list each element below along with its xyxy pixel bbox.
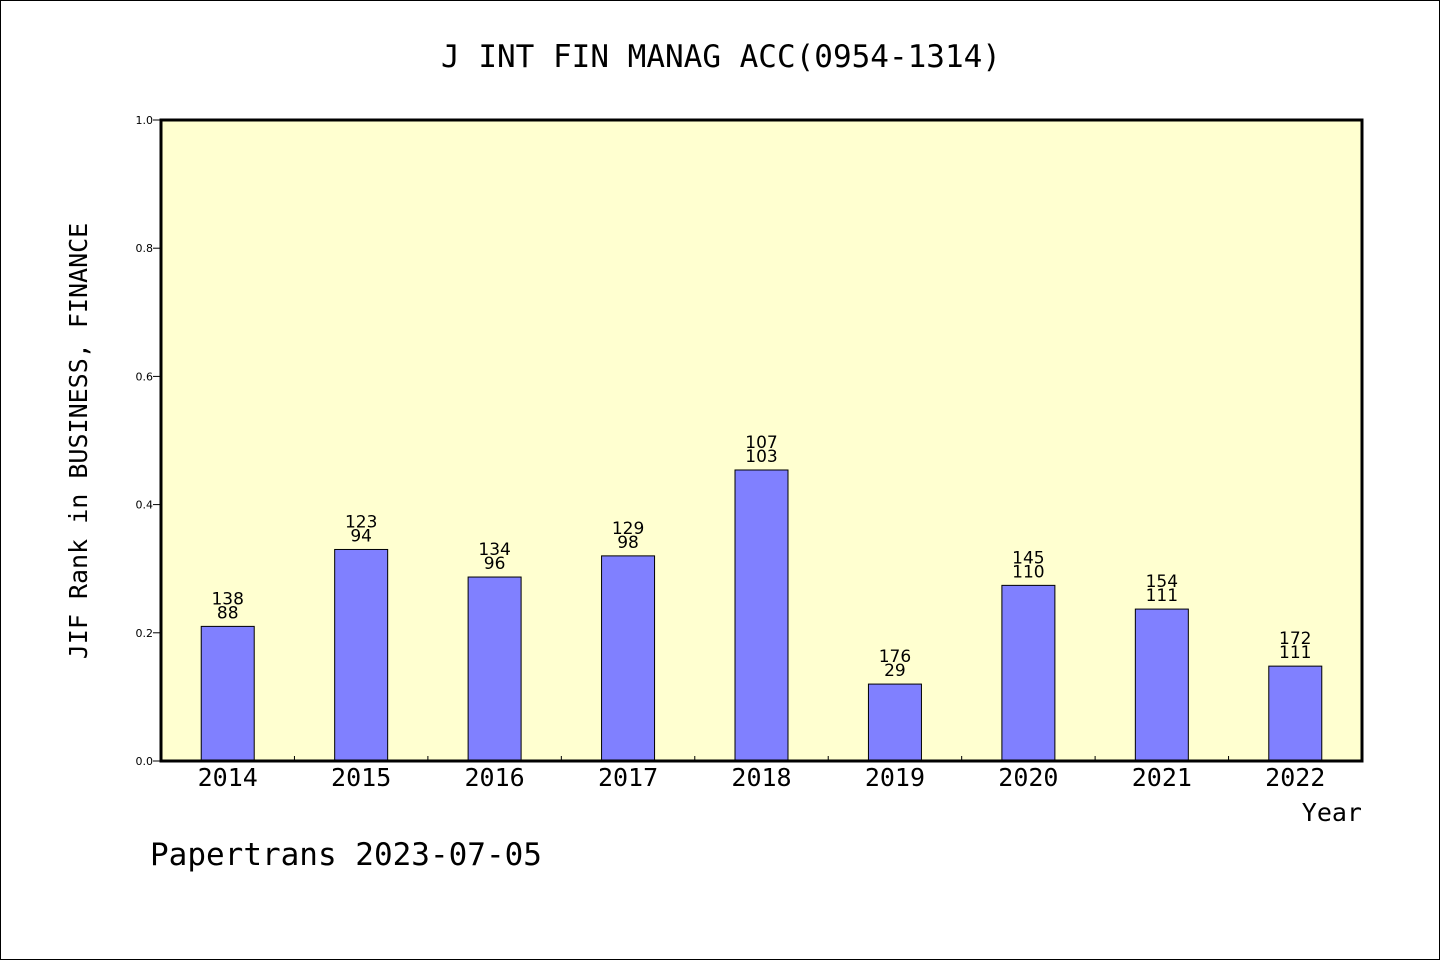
y-axis-label: JIF Rank in BUSINESS, FINANCE [64,223,93,660]
bar-2016 [467,576,522,762]
bar-total-label: 172 [1279,629,1311,649]
bar-2020 [1001,584,1056,762]
bar-rank-label: 111 [1279,643,1311,663]
bar-rank-label: 96 [484,554,506,574]
bar-2018 [734,469,789,762]
bar-rank-label: 94 [350,526,372,546]
bar-rank-label: 98 [617,533,639,553]
bar-2019 [867,683,922,762]
bar-2015 [334,548,389,762]
bar-total-label: 129 [612,519,644,539]
bar-total-label: 107 [745,433,777,453]
y-tick-label: 0.4 [136,499,154,512]
x-tick-label-2016: 2016 [465,763,525,792]
bar-total-label: 123 [345,512,377,532]
bar-2017 [601,555,656,762]
bar-rank-label: 103 [745,447,777,467]
bar-rank-label: 29 [884,661,906,681]
x-tick-label-2020: 2020 [998,763,1058,792]
y-tick-label: 0.8 [136,242,154,255]
bar-total-label: 154 [1146,572,1178,592]
y-tick-label: 1.0 [136,114,154,127]
x-axis-label: Year [1302,798,1362,827]
plot-border [159,118,1364,763]
y-tick-label: 0.2 [136,627,154,640]
bar-rank-label: 111 [1146,586,1178,606]
y-axis-ticks: 0.0 0.2 0.4 0.6 0.8 1.0 [136,114,161,768]
bar-total-label: 145 [1012,548,1044,568]
x-tick-label-2017: 2017 [598,763,658,792]
x-tick-label-2019: 2019 [865,763,925,792]
footer-source-date: Papertrans 2023-07-05 [150,837,542,873]
x-tick-label-2021: 2021 [1132,763,1192,792]
bar-2021 [1134,608,1189,762]
x-axis-ticks: 2014 2015 2016 2017 2018 2019 2020 2021 2022 [198,756,1325,792]
y-tick-label: 0.0 [136,755,154,768]
bar-rank-label: 88 [217,603,239,623]
bar-rank-label: 110 [1012,562,1044,582]
bar-total-label: 138 [211,589,243,609]
bar-total-label: 176 [879,647,911,667]
x-tick-label-2014: 2014 [198,763,258,792]
x-tick-label-2015: 2015 [331,763,391,792]
chart-title: J INT FIN MANAG ACC(0954-1314) [441,39,1001,75]
y-tick-label: 0.6 [136,370,154,383]
bar-2014 [200,625,255,762]
x-tick-label-2018: 2018 [731,763,791,792]
bar-2022 [1268,665,1323,762]
x-tick-label-2022: 2022 [1265,763,1325,792]
bar-total-label: 134 [478,540,510,560]
